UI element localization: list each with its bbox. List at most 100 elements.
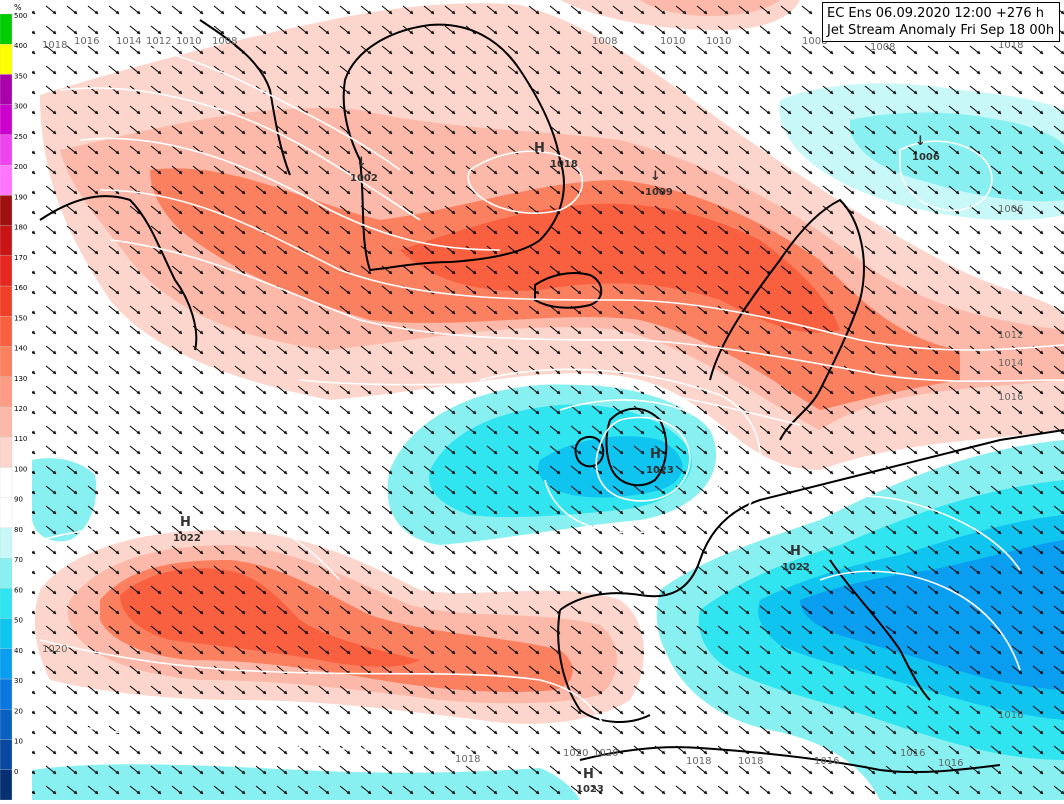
legend-swatch [0, 44, 13, 75]
high-pressure-symbol: H [650, 447, 661, 462]
isobar-label: 1010 [176, 36, 201, 47]
isobar-label: 1016 [998, 710, 1023, 721]
pressure-value: 1002 [350, 173, 378, 184]
legend-swatch [0, 678, 13, 710]
pressure-value: 1022 [173, 533, 201, 544]
high-pressure-symbol: H [180, 515, 191, 530]
legend-tick-label: 100 [14, 465, 27, 473]
legend-swatch [0, 134, 13, 166]
isobar-label: 1016 [998, 392, 1023, 403]
isobar-label: 1018 [42, 40, 67, 51]
isobar-label: 1010 [660, 36, 685, 47]
model-run-title: EC Ens 06.09.2020 12:00 +276 h [827, 6, 1045, 21]
legend-swatch [0, 285, 13, 317]
isobar-label: 1018 [738, 756, 763, 767]
legend-tick-label: 180 [14, 224, 27, 232]
high-pressure-symbol: H [534, 141, 545, 156]
legend-swatch [0, 739, 13, 770]
isobar-label: 1008 [212, 36, 237, 47]
legend-tick-label: 500 [14, 12, 27, 20]
isobar-label: 1020 [563, 748, 588, 759]
legend-tick-label: 0 [14, 768, 18, 776]
low-pressure-symbol: ↓ [356, 155, 367, 170]
legend-tick-label: 10 [14, 738, 23, 746]
legend-swatch [0, 618, 13, 649]
legend-swatch [0, 588, 13, 619]
pressure-centers: ↓ 1002 H 1018 ↓ 1009 ↓ 1006 H 1023 H 102… [173, 134, 940, 795]
high-pressure-symbol: H [790, 544, 801, 559]
legend-scale: %500400350300250200190180170160150140130… [0, 3, 27, 801]
legend-tick-label: 130 [14, 375, 27, 383]
isobar-label: 1018 [686, 756, 711, 767]
legend-tick-label: 300 [14, 103, 27, 111]
isobar-label: 1018 [998, 40, 1023, 51]
legend-unit: % [14, 3, 22, 12]
legend-tick-label: 50 [14, 617, 23, 625]
legend-swatch [0, 558, 13, 589]
isobar-label: 1014 [998, 358, 1023, 369]
low-pressure-symbol: ↓ [915, 134, 926, 149]
legend-swatch [0, 527, 13, 559]
legend-swatch [0, 406, 13, 438]
legend-swatch [0, 497, 13, 529]
legend-swatch [0, 13, 13, 45]
isobar-label: 1012 [998, 330, 1023, 341]
isobar-label: 1008 [592, 36, 617, 47]
legend-swatch [0, 467, 13, 498]
legend-tick-label: 250 [14, 133, 27, 141]
chart-subtitle: Jet Stream Anomaly Fri Sep 18 00h [827, 23, 1055, 38]
legend-swatch [0, 165, 13, 196]
legend-swatch [0, 255, 13, 287]
legend-tick-label: 150 [14, 314, 27, 322]
legend-swatch [0, 74, 13, 105]
legend-swatch [0, 104, 13, 136]
pressure-value: 1023 [576, 784, 604, 795]
legend-tick-label: 200 [14, 163, 27, 171]
isobars [39, 37, 1064, 751]
legend-swatch [0, 225, 13, 256]
legend-tick-label: 140 [14, 345, 27, 353]
wind-arrows [32, 0, 1064, 800]
isobar-label: 1020 [42, 644, 67, 655]
legend-tick-label: 160 [14, 284, 27, 292]
isobar-label: 1014 [116, 36, 141, 47]
isobar-label: 1016 [900, 748, 925, 759]
legend-tick-label: 120 [14, 405, 27, 413]
legend-tick-label: 350 [14, 72, 27, 80]
legend-tick-label: 30 [14, 677, 23, 685]
isobar-label: 1010 [706, 36, 731, 47]
isobar-labels: 1018 1016 1014 1012 1010 1008 1008 1010 … [42, 36, 1023, 769]
isobar-label: 1016 [814, 756, 839, 767]
legend-swatch [0, 195, 13, 226]
legend-tick-label: 110 [14, 435, 27, 443]
legend-swatch [0, 648, 13, 680]
isobar-label: 1020 [593, 748, 618, 759]
legend-swatch [0, 709, 13, 740]
legend-tick-label: 40 [14, 647, 23, 655]
legend-tick-label: 190 [14, 193, 27, 201]
isobar-label: 1016 [74, 36, 99, 47]
legend-tick-label: 170 [14, 254, 27, 262]
coastlines [39, 19, 1064, 774]
legend-swatch [0, 437, 13, 468]
pressure-value: 1022 [782, 562, 810, 573]
isobar-label: 1016 [938, 758, 963, 769]
title-box: EC Ens 06.09.2020 12:00 +276 h Jet Strea… [822, 2, 1060, 42]
legend-swatch [0, 346, 13, 377]
legend-swatch [0, 769, 13, 801]
legend-tick-label: 60 [14, 586, 23, 594]
pressure-value: 1009 [645, 187, 673, 198]
legend-tick-label: 70 [14, 556, 23, 564]
legend-swatch [0, 316, 13, 347]
legend-tick-label: 90 [14, 496, 23, 504]
isobar-label: 1006 [998, 204, 1023, 215]
high-pressure-symbol: H [583, 767, 594, 782]
pressure-value: 1006 [912, 152, 940, 163]
pressure-value: 1018 [550, 159, 578, 170]
legend-tick-label: 20 [14, 707, 23, 715]
legend-swatch [0, 376, 13, 408]
isobar-label: 1018 [455, 754, 480, 765]
legend-tick-label: 400 [14, 42, 27, 50]
pressure-value: 1023 [646, 465, 674, 476]
